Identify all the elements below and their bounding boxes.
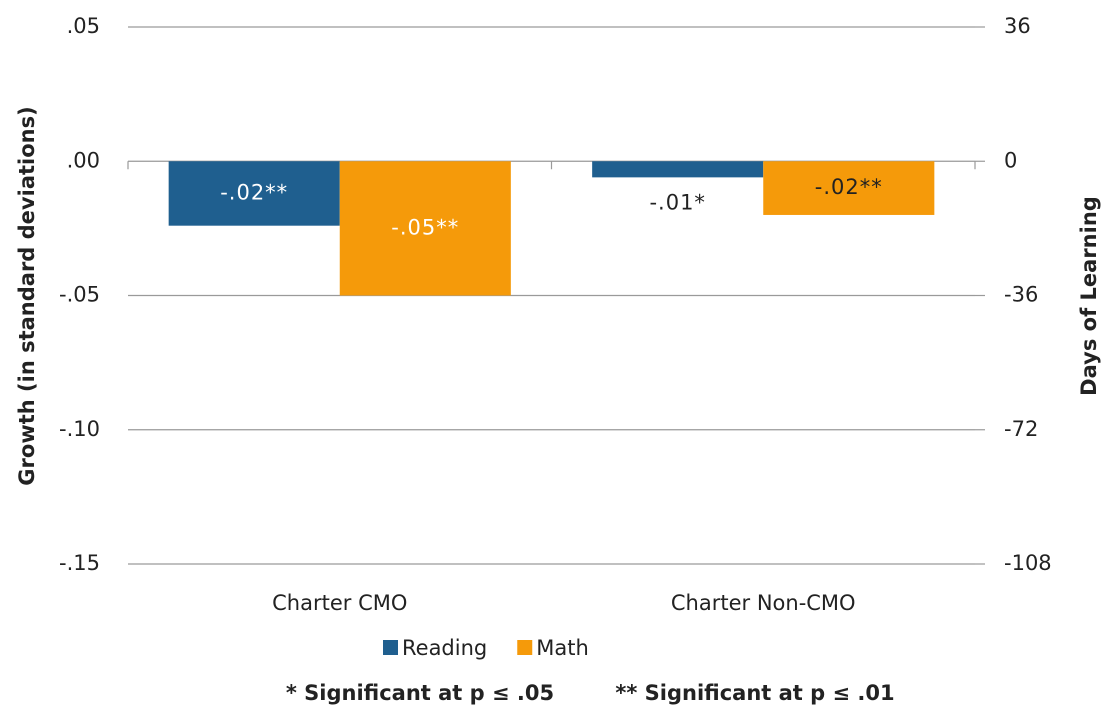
y-axis-title: Growth (in standard deviations)	[15, 106, 39, 485]
x-tick-label: Charter CMO	[272, 591, 407, 615]
x-tick-label: Charter Non-CMO	[671, 591, 856, 615]
bar	[592, 161, 764, 178]
footnote: * Significant at p ≤ .05	[286, 681, 554, 705]
value-label: -.05**	[391, 215, 459, 239]
value-label: -.02**	[220, 180, 288, 204]
footnote: ** Significant at p ≤ .01	[615, 681, 894, 705]
value-label: -.02**	[815, 175, 883, 199]
y2-tick-label: -36	[1004, 283, 1038, 307]
y2-tick-label: 0	[1004, 148, 1017, 172]
bar	[339, 161, 511, 296]
legend-swatch	[383, 640, 398, 655]
legend-label: Math	[536, 636, 589, 660]
y-tick-label: .00	[67, 148, 100, 172]
y2-tick-label: -72	[1004, 417, 1038, 441]
y-tick-label: -.05	[59, 283, 100, 307]
y2-axis-title: Days of Learning	[1077, 196, 1101, 396]
legend-swatch	[517, 640, 533, 655]
y-tick-label: -.15	[59, 551, 100, 575]
legend-label: Reading	[402, 636, 487, 660]
value-label: -.01*	[649, 190, 705, 214]
y-tick-label: .05	[67, 14, 100, 38]
y2-tick-label: -108	[1004, 551, 1052, 575]
bar	[168, 161, 340, 226]
y-tick-label: -.10	[59, 417, 100, 441]
bar	[763, 161, 935, 215]
y2-tick-label: 36	[1004, 14, 1031, 38]
